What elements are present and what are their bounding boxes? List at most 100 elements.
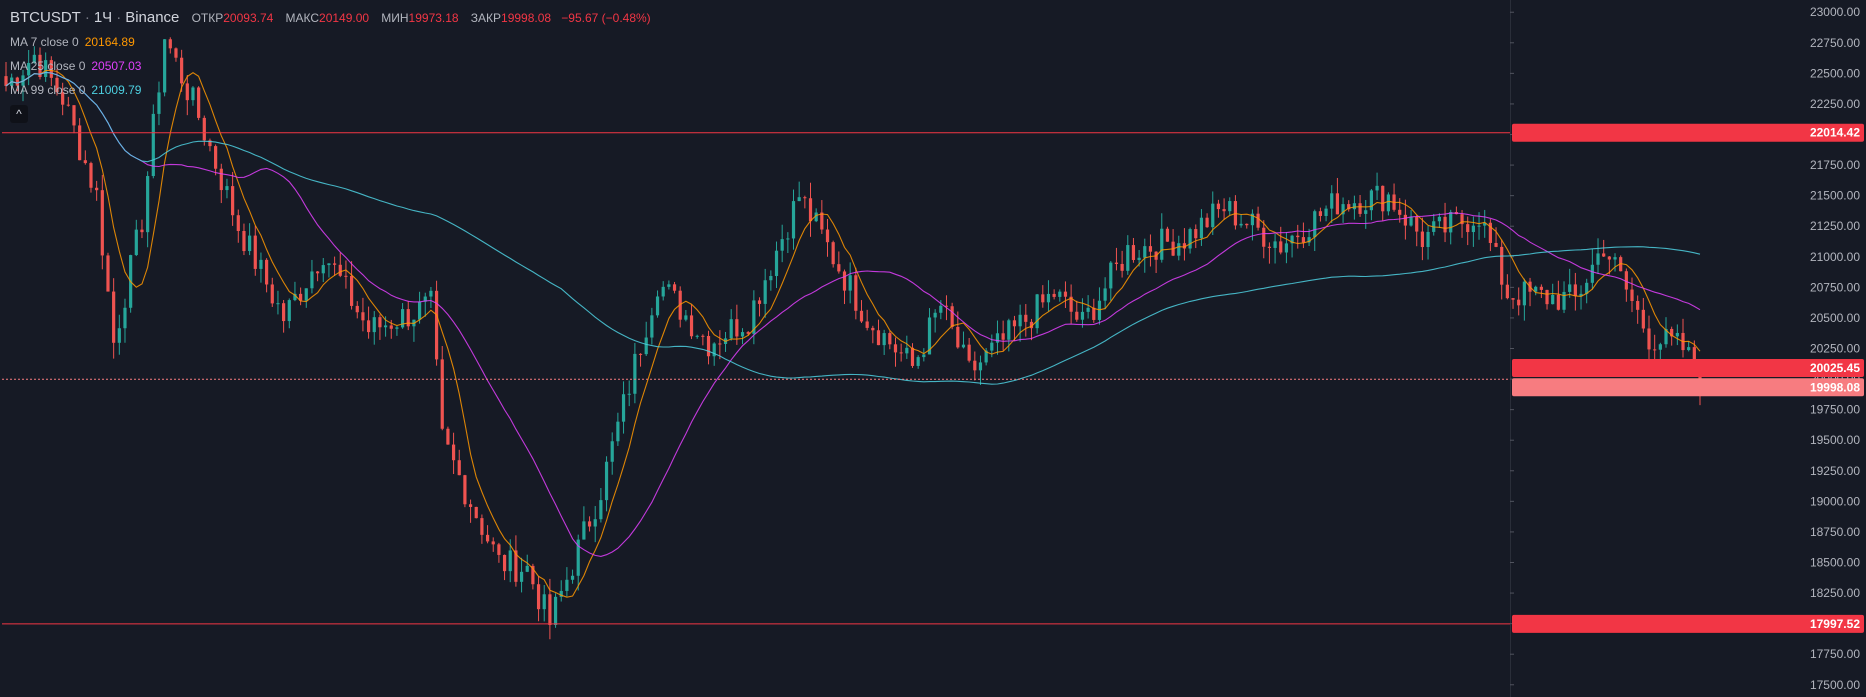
candle — [157, 81, 161, 126]
candle — [293, 281, 297, 302]
candle — [1069, 284, 1073, 324]
indicator-value: 20507.03 — [91, 59, 142, 73]
candle — [72, 105, 76, 134]
candle — [888, 331, 892, 350]
candle — [242, 223, 246, 256]
candle — [168, 37, 172, 54]
candle — [1539, 284, 1543, 299]
indicator-ma7[interactable]: MA 7 close 0 20164.89 — [10, 30, 651, 54]
y-tick-label: 20500.00 — [1810, 311, 1860, 325]
open-label: ОТКР — [191, 11, 224, 25]
candle — [1301, 222, 1306, 249]
candle — [604, 456, 609, 512]
candle — [44, 52, 48, 82]
candle — [434, 280, 439, 366]
candle — [1290, 234, 1294, 258]
symbol-name[interactable]: BTCUSDT — [10, 9, 81, 26]
y-tick-label: 22750.00 — [1810, 36, 1860, 50]
candle — [1647, 315, 1651, 362]
candle — [468, 499, 473, 523]
candle — [1239, 213, 1243, 228]
candle — [1052, 289, 1056, 300]
candle — [129, 254, 133, 313]
y-tick-label: 22250.00 — [1810, 97, 1860, 111]
y-tick-label: 17500.00 — [1810, 678, 1860, 692]
price-tag — [1512, 378, 1864, 397]
candle — [497, 542, 501, 563]
candle — [1607, 256, 1611, 275]
level-price-tag — [1512, 614, 1864, 633]
candle — [1358, 194, 1362, 217]
candle — [400, 303, 405, 329]
candle — [287, 298, 291, 329]
candle — [1573, 272, 1577, 311]
candle — [208, 138, 212, 152]
candle — [882, 329, 886, 355]
indicator-ma99[interactable]: MA 99 close 0 21009.79 — [10, 78, 651, 102]
candle — [559, 580, 563, 602]
candle — [1001, 320, 1005, 351]
ma7-line — [5, 69, 1701, 598]
candle — [1109, 261, 1113, 301]
candle — [100, 174, 104, 270]
candle — [1500, 239, 1504, 300]
candle — [429, 286, 433, 309]
candle — [548, 578, 552, 640]
candle — [253, 225, 257, 276]
candle — [950, 302, 954, 330]
candle — [197, 86, 201, 121]
candle — [1012, 315, 1017, 342]
candle — [1375, 172, 1379, 200]
candle — [927, 308, 932, 355]
candle — [366, 306, 371, 339]
candle — [423, 292, 427, 317]
candle — [1483, 209, 1487, 238]
level-price-label: 22014.42 — [1810, 126, 1860, 140]
candle — [621, 381, 626, 434]
candle — [780, 224, 784, 263]
candle — [1120, 250, 1124, 278]
candle — [83, 150, 87, 165]
candle — [1046, 280, 1051, 312]
price-tag-label: 20025.45 — [1810, 361, 1860, 375]
low-value: 19973.18 — [408, 11, 459, 25]
candle — [1165, 226, 1170, 242]
candle — [1273, 233, 1277, 264]
candle — [797, 181, 801, 202]
candle — [231, 171, 235, 226]
candle — [735, 304, 739, 345]
candle — [32, 46, 36, 64]
candle — [1160, 213, 1164, 263]
candle — [123, 298, 127, 343]
candle — [1420, 217, 1424, 261]
interval-label[interactable]: 1Ч — [93, 9, 113, 26]
indicator-ma25[interactable]: MA 25 close 0 20507.03 — [10, 54, 651, 78]
candle — [446, 426, 450, 445]
candle — [406, 300, 410, 331]
candle — [282, 299, 286, 333]
low-label: МИН — [381, 11, 409, 25]
candle — [1687, 341, 1691, 352]
candle — [1143, 238, 1147, 273]
candle — [417, 291, 422, 324]
candle — [706, 330, 711, 365]
candle — [457, 449, 461, 476]
candle — [327, 263, 331, 278]
y-tick-label: 23000.00 — [1810, 5, 1860, 19]
candle — [112, 278, 116, 359]
candle — [372, 311, 376, 345]
candle — [1409, 209, 1413, 227]
collapse-legend-button[interactable]: ^ — [10, 105, 28, 123]
candle — [837, 251, 841, 274]
level-price-label: 17997.52 — [1810, 617, 1860, 631]
candle — [1182, 228, 1187, 261]
candle — [1562, 281, 1566, 314]
candle — [344, 260, 348, 289]
candle — [1426, 225, 1430, 260]
candle — [1114, 247, 1119, 271]
y-tick-label: 20750.00 — [1810, 280, 1860, 294]
candle — [55, 68, 59, 96]
candle — [349, 261, 354, 310]
candle — [542, 585, 546, 622]
